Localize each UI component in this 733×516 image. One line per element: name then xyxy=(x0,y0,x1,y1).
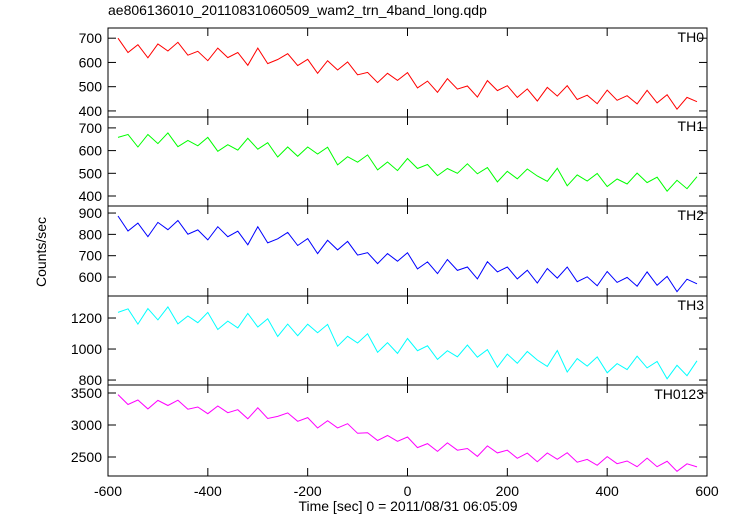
x-axis-label: Time [sec] 0 = 2011/08/31 06:05:09 xyxy=(298,498,517,514)
data-line xyxy=(117,37,698,111)
y-tick-label: 800 xyxy=(79,372,103,388)
chart-title: ae806136010_20110831060509_wam2_trn_4ban… xyxy=(108,2,487,18)
panel-label: TH0123 xyxy=(654,386,704,402)
y-tick-label: 3000 xyxy=(71,417,102,433)
data-line xyxy=(117,306,698,380)
y-tick-label: 400 xyxy=(79,188,103,204)
panel-label: TH3 xyxy=(678,297,705,313)
y-tick-label: 900 xyxy=(79,205,103,221)
panel-frame xyxy=(107,116,708,207)
data-line xyxy=(117,132,698,192)
y-tick-label: 2500 xyxy=(71,449,102,465)
x-tick-label: -600 xyxy=(94,483,122,499)
x-tick-label: -200 xyxy=(294,483,322,499)
panel-label: TH1 xyxy=(678,118,705,134)
y-tick-label: 700 xyxy=(79,30,103,46)
y-tick-label: 600 xyxy=(79,269,103,285)
y-tick-label: 400 xyxy=(79,103,103,119)
y-tick-label: 1000 xyxy=(71,341,102,357)
y-tick-label: 500 xyxy=(79,165,103,181)
data-line xyxy=(117,394,698,472)
panel-label: TH0 xyxy=(678,29,705,45)
x-tick-label: 600 xyxy=(695,483,719,499)
y-tick-label: 700 xyxy=(79,248,103,264)
y-tick-label: 700 xyxy=(79,120,103,136)
panel-frame xyxy=(107,295,708,386)
y-tick-label: 500 xyxy=(79,79,103,95)
y-tick-label: 800 xyxy=(79,226,103,242)
y-tick-label: 600 xyxy=(79,54,103,70)
x-tick-label: -400 xyxy=(194,483,222,499)
panel-label: TH2 xyxy=(678,207,705,223)
x-tick-label: 400 xyxy=(595,483,619,499)
y-tick-label: 1200 xyxy=(71,310,102,326)
data-line xyxy=(117,215,698,293)
y-tick-label: 600 xyxy=(79,143,103,159)
x-tick-label: 0 xyxy=(404,483,412,499)
x-tick-label: 200 xyxy=(496,483,520,499)
panel-frame xyxy=(107,384,708,477)
y-tick-label: 3500 xyxy=(71,385,102,401)
y-axis-label: Counts/sec xyxy=(33,217,49,287)
